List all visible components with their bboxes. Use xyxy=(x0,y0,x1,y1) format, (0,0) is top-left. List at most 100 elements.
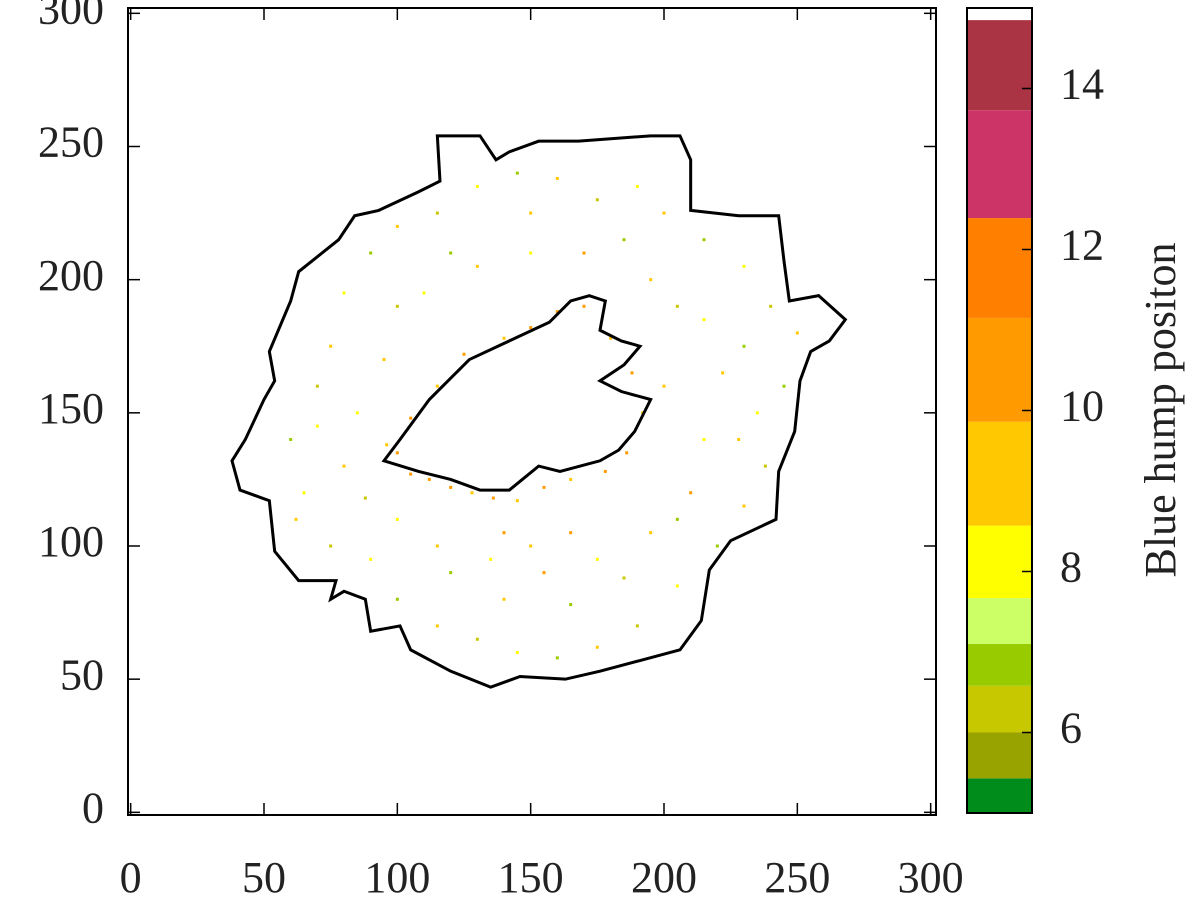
x-tick-label: 200 xyxy=(631,853,697,902)
pixel xyxy=(603,469,607,473)
pixel xyxy=(462,352,466,356)
pixel xyxy=(315,424,319,428)
colorbar-segment xyxy=(967,525,1032,599)
colorbar-segment xyxy=(967,218,1032,318)
pixel xyxy=(515,171,519,175)
colorbar-segment xyxy=(967,598,1032,644)
pixel xyxy=(582,304,586,308)
pixel xyxy=(294,517,298,521)
pixel xyxy=(625,451,629,455)
pixel xyxy=(635,624,639,628)
x-tick-label: 0 xyxy=(120,853,142,902)
pixel xyxy=(569,477,573,481)
pixel xyxy=(409,472,413,476)
pixel xyxy=(491,496,495,500)
plot-frame xyxy=(127,7,937,816)
pixel xyxy=(569,531,573,535)
pixel xyxy=(555,656,559,660)
pixel xyxy=(630,371,634,375)
pixel xyxy=(542,485,546,489)
pixel xyxy=(395,597,399,601)
colorbar-segment xyxy=(967,20,1032,111)
pixel xyxy=(395,517,399,521)
pixel xyxy=(385,443,389,447)
pixel xyxy=(721,371,725,375)
pixel xyxy=(329,544,333,548)
pixel xyxy=(769,304,773,308)
pixel xyxy=(702,318,706,322)
pixel xyxy=(742,264,746,268)
pixel xyxy=(742,344,746,348)
pixel xyxy=(395,224,399,228)
y-tick-label: 100 xyxy=(38,517,104,566)
y-tick-label: 0 xyxy=(82,783,104,832)
pixel xyxy=(609,336,613,340)
y-tick-label: 50 xyxy=(60,650,104,699)
pixel xyxy=(595,198,599,202)
pixel xyxy=(649,531,653,535)
pixel xyxy=(515,651,519,655)
pixel xyxy=(449,571,453,575)
contour xyxy=(230,134,848,689)
pixel xyxy=(529,544,533,548)
pixel xyxy=(369,557,373,561)
pixel xyxy=(382,358,386,362)
pixel xyxy=(409,416,413,420)
pixel xyxy=(435,384,439,388)
pixel xyxy=(502,336,506,340)
pixel xyxy=(715,544,719,548)
colorbar-segment xyxy=(967,8,1032,21)
colorbar-tick-label: 8 xyxy=(1060,543,1082,592)
pixel xyxy=(555,310,559,314)
pixel xyxy=(795,331,799,335)
pixel xyxy=(363,496,367,500)
pixel xyxy=(662,211,666,215)
pixel xyxy=(542,571,546,575)
colorbar-label: Blue hump positon xyxy=(1136,243,1185,578)
pixel xyxy=(395,304,399,308)
pixel xyxy=(675,517,679,521)
colorbar-tick-label: 14 xyxy=(1060,60,1104,109)
pixel xyxy=(622,576,626,580)
colorbar-segment xyxy=(967,317,1032,422)
pixel xyxy=(689,491,693,495)
x-tick-label: 50 xyxy=(242,853,286,902)
pixel xyxy=(595,645,599,649)
pixel xyxy=(782,384,786,388)
pixel xyxy=(515,499,519,503)
pixel xyxy=(302,491,306,495)
pixel xyxy=(475,264,479,268)
pixel xyxy=(427,477,431,481)
pixel xyxy=(763,464,767,468)
y-tick-label: 250 xyxy=(38,118,104,167)
colorbar-tick-label: 12 xyxy=(1060,221,1104,270)
x-tick-label: 300 xyxy=(898,853,964,902)
colorbar-segment xyxy=(967,778,1032,813)
pixel xyxy=(529,326,533,330)
contour xyxy=(381,294,653,492)
pixel xyxy=(742,504,746,508)
pixel xyxy=(529,251,533,255)
pixel xyxy=(489,557,493,561)
colorbar-segment xyxy=(967,110,1032,219)
pixel xyxy=(422,291,426,295)
colorbar-segment xyxy=(967,643,1032,686)
pixel xyxy=(342,291,346,295)
pixel xyxy=(475,637,479,641)
pixel xyxy=(475,184,479,188)
pixel xyxy=(435,624,439,628)
pixel xyxy=(342,464,346,468)
pixel xyxy=(755,411,759,415)
pixel xyxy=(369,251,373,255)
colorbar-segment xyxy=(967,421,1032,526)
colorbar-tick-label: 10 xyxy=(1060,382,1104,431)
pixel xyxy=(635,184,639,188)
pixel xyxy=(569,603,573,607)
pixel xyxy=(435,211,439,215)
pixel xyxy=(435,544,439,548)
pixel xyxy=(355,411,359,415)
x-tick-label: 250 xyxy=(764,853,830,902)
pixel xyxy=(622,238,626,242)
pixel xyxy=(529,211,533,215)
